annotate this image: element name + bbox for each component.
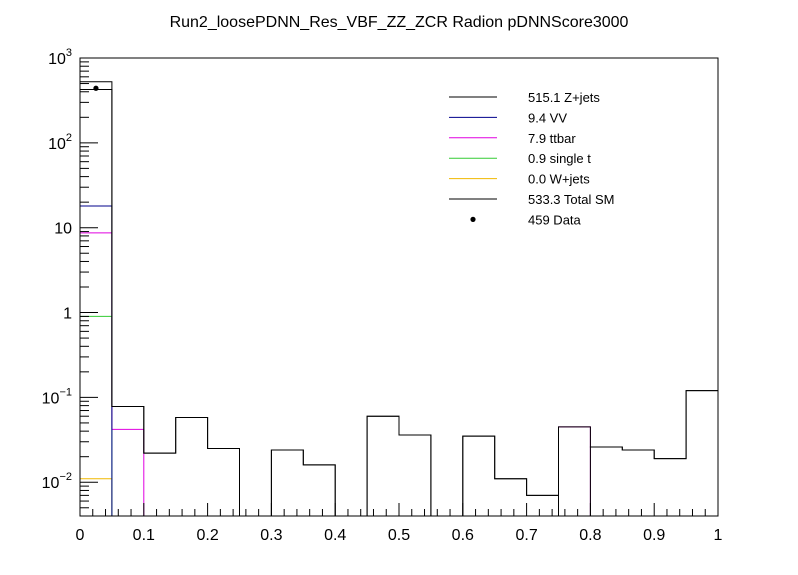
y-axis: 10−2 10−1 1 10 102 103	[42, 47, 98, 517]
legend-label: 533.3 Total SM	[528, 192, 614, 207]
x-tick-label: 0.9	[643, 527, 665, 544]
x-axis: 0 0.1 0.2 0.3 0.4 0.5 0.6 0.7 0.8 0.9 1	[76, 503, 723, 544]
legend-label: 0.9 single t	[528, 151, 591, 166]
histogram-layer	[79, 81, 719, 517]
legend-label: 0.0 W+jets	[528, 172, 590, 187]
y-tick-label: 10−1	[42, 386, 72, 407]
x-tick-label: 0.2	[196, 527, 218, 544]
y-tick-label: 1	[63, 306, 72, 323]
x-tick-label: 0.8	[579, 527, 601, 544]
series-vv	[79, 205, 718, 517]
chart-title: Run2_loosePDNN_Res_VBF_ZZ_ZCR Radion pDN…	[170, 14, 629, 31]
x-tick-label: 0.6	[452, 527, 474, 544]
x-tick-label: 0.1	[133, 527, 155, 544]
legend: 515.1 Z+jets 9.4 VV 7.9 ttbar 0.9 single t 0…	[449, 90, 614, 227]
legend-marker	[470, 216, 476, 222]
legend-label: 515.1 Z+jets	[528, 90, 600, 105]
x-tick-label: 1	[714, 527, 723, 544]
series-total-sm	[79, 81, 719, 517]
x-tick-label: 0.5	[388, 527, 410, 544]
y-tick-label: 102	[48, 132, 72, 153]
x-tick-label: 0.7	[515, 527, 537, 544]
y-tick-label: 103	[48, 47, 72, 68]
x-tick-label: 0.3	[260, 527, 282, 544]
legend-label: 9.4 VV	[528, 110, 567, 125]
y-tick-label: 10−2	[42, 471, 72, 492]
y-tick-label: 10	[54, 221, 72, 238]
x-tick-label: 0.4	[324, 527, 346, 544]
series-ttbar	[79, 232, 718, 517]
legend-label: 7.9 ttbar	[528, 131, 576, 146]
x-tick-label: 0	[76, 527, 85, 544]
data-point	[93, 85, 99, 91]
legend-label: 459 Data	[528, 212, 582, 227]
